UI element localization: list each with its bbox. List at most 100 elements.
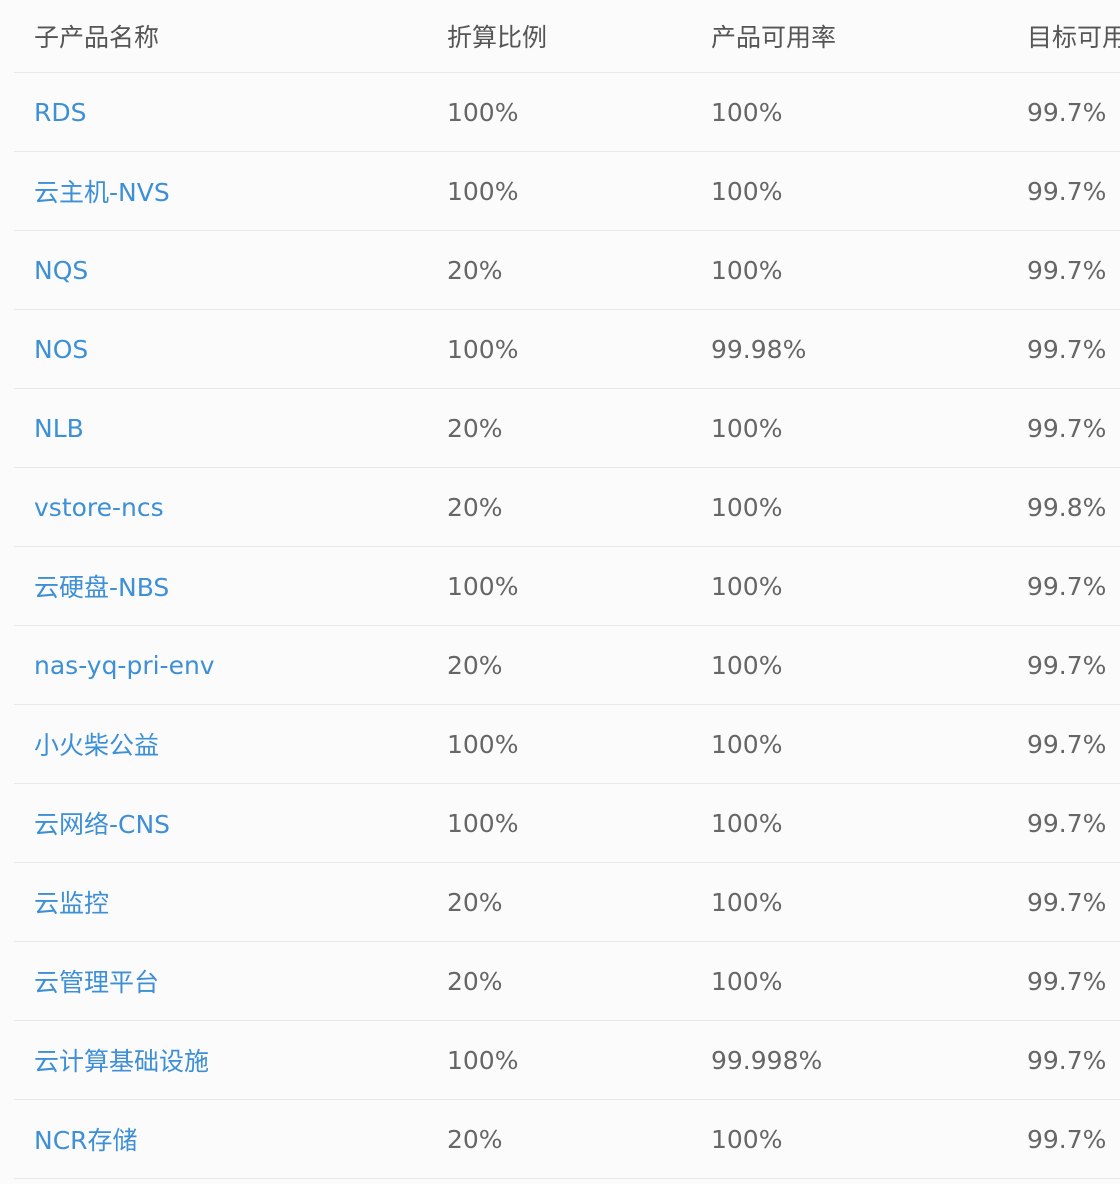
- subproduct-name-cell: nas-yq-pri-env: [34, 626, 215, 704]
- product-availability-cell: 99.998%: [711, 1021, 822, 1099]
- product-availability-cell: 100%: [711, 808, 783, 838]
- conversion-ratio-cell: 20%: [447, 231, 503, 309]
- subproduct-name-link[interactable]: 云计算基础设施: [34, 1047, 210, 1076]
- conversion-ratio-cell: 100%: [447, 310, 518, 388]
- product-availability-cell: 100%: [711, 176, 783, 206]
- product-availability-cell: 100%: [711, 966, 783, 996]
- target-availability-cell: 99.7%: [1027, 97, 1107, 127]
- product-availability-cell: 100%: [711, 571, 783, 601]
- target-availability-cell: 99.7%: [1027, 808, 1107, 838]
- subproduct-name-link[interactable]: 云网络-CNS: [34, 810, 171, 839]
- conversion-ratio-cell: 20%: [447, 389, 503, 467]
- product-availability-cell: 100%: [711, 468, 782, 546]
- subproduct-name-cell: RDS: [34, 73, 87, 151]
- product-availability-cell: 100%: [711, 887, 783, 917]
- conversion-ratio-cell: 20%: [447, 626, 503, 704]
- target-availability-cell: 99.7%: [1027, 255, 1107, 285]
- target-availability-cell: 99.7%: [1027, 705, 1106, 783]
- conversion-ratio-cell: 20%: [447, 863, 503, 941]
- conversion-ratio-cell: 100%: [447, 808, 519, 838]
- table-row: 云硬盘-NBS 100% 100% 99.7%: [14, 547, 1120, 626]
- subproduct-name-link[interactable]: NOS: [34, 334, 89, 364]
- header-target-availability[interactable]: 目标可用: [1027, 23, 1120, 52]
- subproduct-name-cell: 云硬盘-NBS: [34, 547, 169, 625]
- target-availability-cell: 99.7%: [1027, 942, 1106, 1020]
- product-availability-cell: 100%: [711, 863, 782, 941]
- subproduct-name-link[interactable]: nas-yq-pri-env: [34, 650, 215, 680]
- target-availability-cell: 99.7%: [1027, 73, 1106, 151]
- target-availability-cell: 99.7%: [1027, 966, 1107, 996]
- target-availability-cell: 99.7%: [1027, 1100, 1106, 1178]
- conversion-ratio-cell: 100%: [447, 97, 519, 127]
- subproduct-name-cell: 云网络-CNS: [34, 784, 170, 862]
- conversion-ratio-cell: 20%: [447, 468, 503, 546]
- product-availability-cell: 100%: [711, 942, 782, 1020]
- subproduct-name-cell: NLB: [34, 389, 84, 467]
- target-availability-cell: 99.7%: [1027, 152, 1106, 230]
- subproduct-name-link[interactable]: NCR存储: [34, 1126, 138, 1155]
- product-availability-cell: 100%: [711, 626, 782, 704]
- subproduct-name-link[interactable]: 云主机-NVS: [34, 178, 170, 207]
- table-header-row: 子产品名称 折算比例 产品可用率 目标可用: [14, 0, 1120, 73]
- subproduct-name-cell: 云监控: [34, 863, 109, 941]
- conversion-ratio-cell: 20%: [447, 887, 503, 917]
- subproduct-name-link[interactable]: 云监控: [34, 889, 110, 918]
- product-availability-cell: 100%: [711, 650, 783, 680]
- product-availability-cell: 100%: [711, 152, 782, 230]
- conversion-ratio-cell: 100%: [447, 176, 519, 206]
- table-row: vstore-ncs 20% 100% 99.8%: [14, 468, 1120, 547]
- subproduct-name-link[interactable]: 小火柴公益: [34, 731, 160, 760]
- target-availability-cell: 99.7%: [1027, 784, 1106, 862]
- target-availability-cell: 99.7%: [1027, 176, 1107, 206]
- target-availability-cell: 99.7%: [1027, 571, 1107, 601]
- target-availability-cell: 99.7%: [1027, 887, 1107, 917]
- target-availability-cell: 99.7%: [1027, 650, 1107, 680]
- table-row: 云主机-NVS 100% 100% 99.7%: [14, 152, 1120, 231]
- header-conversion-ratio[interactable]: 折算比例: [447, 23, 548, 52]
- target-availability-cell: 99.7%: [1027, 1021, 1106, 1099]
- table-row: 云网络-CNS 100% 100% 99.7%: [14, 784, 1120, 863]
- conversion-ratio-cell: 100%: [447, 705, 518, 783]
- subproduct-name-cell: 小火柴公益: [34, 705, 159, 783]
- table-row: NOS 100% 99.98% 99.7%: [14, 310, 1120, 389]
- target-availability-cell: 99.7%: [1027, 310, 1106, 388]
- table-row: RDS 100% 100% 99.7%: [14, 73, 1120, 152]
- subproduct-name-link[interactable]: NLB: [34, 413, 84, 443]
- conversion-ratio-cell: 100%: [447, 547, 518, 625]
- product-availability-cell: 100%: [711, 255, 783, 285]
- product-availability-cell: 100%: [711, 73, 782, 151]
- subproduct-name-cell: vstore-ncs: [34, 468, 164, 546]
- target-availability-cell: 99.7%: [1027, 1124, 1107, 1154]
- conversion-ratio-cell: 20%: [447, 650, 503, 680]
- conversion-ratio-cell: 100%: [447, 334, 519, 364]
- product-availability-cell: 99.98%: [711, 334, 807, 364]
- conversion-ratio-cell: 100%: [447, 784, 518, 862]
- target-availability-cell: 99.7%: [1027, 231, 1106, 309]
- target-availability-cell: 99.8%: [1027, 492, 1107, 522]
- subproduct-name-cell: NOS: [34, 310, 88, 388]
- subproduct-name-link[interactable]: 云管理平台: [34, 968, 160, 997]
- target-availability-cell: 99.7%: [1027, 1045, 1107, 1075]
- subproduct-name-link[interactable]: vstore-ncs: [34, 492, 164, 522]
- conversion-ratio-cell: 20%: [447, 1100, 503, 1178]
- conversion-ratio-cell: 100%: [447, 729, 519, 759]
- conversion-ratio-cell: 20%: [447, 255, 503, 285]
- header-product-availability[interactable]: 产品可用率: [711, 23, 837, 52]
- target-availability-cell: 99.7%: [1027, 626, 1106, 704]
- header-subproduct-name[interactable]: 子产品名称: [34, 23, 160, 52]
- conversion-ratio-cell: 20%: [447, 492, 503, 522]
- subproduct-name-link[interactable]: 云硬盘-NBS: [34, 573, 170, 602]
- subproduct-name-cell: NCR存储: [34, 1100, 138, 1178]
- product-availability-cell: 99.998%: [711, 1045, 823, 1075]
- product-availability-cell: 100%: [711, 784, 782, 862]
- product-availability-cell: 100%: [711, 1124, 783, 1154]
- conversion-ratio-cell: 100%: [447, 1021, 518, 1099]
- conversion-ratio-cell: 100%: [447, 571, 519, 601]
- target-availability-cell: 99.7%: [1027, 729, 1107, 759]
- conversion-ratio-cell: 100%: [447, 73, 518, 151]
- conversion-ratio-cell: 100%: [447, 152, 518, 230]
- product-availability-cell: 100%: [711, 705, 782, 783]
- subproduct-name-link[interactable]: RDS: [34, 97, 87, 127]
- subproduct-name-link[interactable]: NQS: [34, 255, 89, 285]
- product-availability-cell: 100%: [711, 547, 782, 625]
